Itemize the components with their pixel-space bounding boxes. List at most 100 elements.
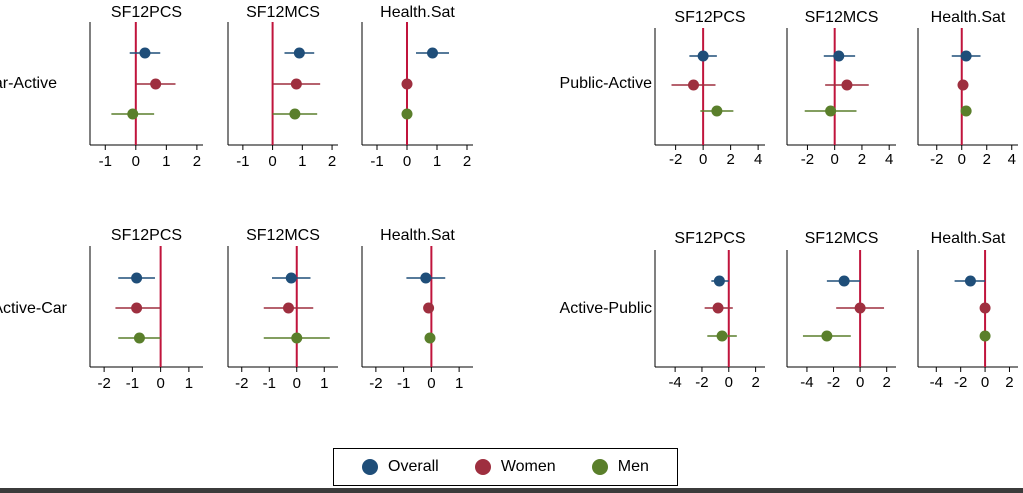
x-tick-label-public-active-sf12pcs: 0 [699, 151, 707, 168]
point-public-active-sf12mcs-women [841, 79, 853, 91]
legend: Overall Women Men [333, 448, 678, 486]
x-tick-label-active-car-health-sat: -1 [397, 375, 410, 392]
x-tick-label-active-car-health-sat: 1 [455, 375, 463, 392]
point-active-public-health-sat-men [979, 330, 991, 342]
panel-title-public-active-sf12pcs: SF12PCS [674, 9, 745, 26]
x-tick-label-active-public-health-sat: -4 [930, 374, 943, 391]
x-tick-label-public-active-sf12pcs: -2 [669, 151, 682, 168]
x-tick-label-active-car-sf12mcs: -1 [263, 375, 276, 392]
panel-title-active-public-sf12pcs: SF12PCS [674, 230, 745, 247]
legend-label-overall: Overall [388, 458, 439, 475]
x-tick-label-car-active-health-sat: 1 [433, 153, 441, 170]
x-tick-label-active-public-sf12pcs: -4 [668, 374, 681, 391]
x-tick-label-active-public-sf12mcs: 0 [856, 374, 864, 391]
x-tick-label-public-active-sf12pcs: 4 [754, 151, 762, 168]
x-tick-label-car-active-sf12mcs: -1 [236, 153, 249, 170]
x-tick-label-active-car-health-sat: 0 [427, 375, 435, 392]
x-tick-label-car-active-health-sat: 0 [403, 153, 411, 170]
x-tick-label-public-active-sf12pcs: 2 [726, 151, 734, 168]
panel-title-car-active-sf12pcs: SF12PCS [111, 4, 182, 21]
point-public-active-sf12pcs-women [688, 79, 699, 91]
panel-title-active-car-health-sat: Health.Sat [380, 227, 455, 244]
x-tick-label-public-active-health-sat: 0 [958, 151, 966, 168]
point-car-active-sf12mcs-overall [293, 47, 305, 59]
x-tick-label-public-active-sf12mcs: 2 [858, 151, 866, 168]
x-tick-label-car-active-sf12pcs: 0 [132, 153, 140, 170]
panel-title-active-public-sf12mcs: SF12MCS [805, 230, 879, 247]
x-tick-label-active-car-sf12mcs: 0 [293, 375, 301, 392]
legend-label-men: Men [617, 458, 649, 475]
x-tick-label-public-active-sf12mcs: 0 [831, 151, 839, 168]
x-tick-label-active-public-sf12pcs: 2 [751, 374, 759, 391]
legend-marker-overall [362, 459, 379, 475]
row-label-public-active: Public-Active [560, 75, 653, 92]
point-car-active-sf12pcs-overall [139, 47, 151, 59]
legend-marker-women [474, 459, 491, 475]
x-tick-label-active-public-sf12mcs: 2 [883, 374, 891, 391]
x-tick-label-car-active-sf12pcs: -1 [99, 153, 112, 170]
x-tick-label-active-public-health-sat: 2 [1005, 374, 1013, 391]
legend-item-women: Women [474, 458, 556, 476]
row-label-car-active: Car-Active [0, 75, 57, 92]
point-car-active-health-sat-overall [427, 47, 438, 59]
point-car-active-health-sat-women [401, 78, 413, 90]
point-active-public-sf12pcs-overall [713, 275, 725, 287]
x-tick-label-car-active-sf12mcs: 0 [268, 153, 276, 170]
legend-marker-men [591, 459, 608, 475]
point-public-active-health-sat-women [957, 79, 969, 91]
panel-title-active-car-sf12mcs: SF12MCS [246, 227, 320, 244]
point-active-car-sf12mcs-overall [285, 272, 297, 284]
row-label-active-car: Active-Car [0, 300, 68, 317]
panel-title-public-active-sf12mcs: SF12MCS [805, 9, 879, 26]
x-tick-label-active-public-health-sat: -2 [954, 374, 967, 391]
x-tick-label-active-car-sf12pcs: 1 [185, 375, 193, 392]
x-tick-label-active-car-sf12mcs: 1 [320, 375, 328, 392]
panel-title-car-active-health-sat: Health.Sat [380, 4, 455, 21]
x-tick-label-public-active-health-sat: -2 [930, 151, 943, 168]
x-tick-label-car-active-sf12mcs: 2 [328, 153, 336, 170]
legend-item-men: Men [591, 458, 649, 476]
legend-item-overall: Overall [362, 458, 439, 476]
legend-label-women: Women [500, 458, 556, 475]
plot-group-car-active: Car-Active SF12PCS -1 0 1 2 SF12MCS -1 0 1 2 Health… [0, 4, 473, 170]
point-public-active-sf12mcs-overall [833, 50, 845, 62]
x-tick-label-active-car-sf12mcs: -2 [235, 375, 248, 392]
point-active-car-health-sat-women [423, 302, 435, 314]
row-label-active-public: Active-Public [560, 300, 652, 317]
point-active-car-sf12mcs-men [291, 332, 303, 344]
x-tick-label-active-public-sf12mcs: -4 [800, 374, 813, 391]
x-tick-label-public-active-health-sat: 2 [983, 151, 991, 168]
x-tick-label-active-car-health-sat: -2 [369, 375, 382, 392]
x-tick-label-public-active-sf12mcs: -2 [801, 151, 814, 168]
x-tick-label-car-active-health-sat: -1 [370, 153, 383, 170]
point-public-active-sf12pcs-overall [697, 50, 709, 62]
x-tick-label-public-active-health-sat: 4 [1008, 151, 1016, 168]
x-tick-label-car-active-sf12pcs: 2 [193, 153, 201, 170]
point-active-public-sf12mcs-men [821, 330, 833, 342]
point-public-active-sf12pcs-men [711, 105, 723, 117]
point-active-public-sf12mcs-overall [838, 275, 850, 287]
panel-title-public-active-health-sat: Health.Sat [931, 9, 1006, 26]
x-tick-label-active-public-sf12pcs: -2 [695, 374, 708, 391]
point-active-public-health-sat-overall [964, 275, 976, 287]
point-public-active-health-sat-men [960, 105, 972, 117]
point-active-public-sf12pcs-women [712, 302, 724, 314]
panel-title-active-public-health-sat: Health.Sat [931, 230, 1006, 247]
point-active-car-sf12mcs-women [283, 302, 294, 314]
point-active-car-sf12pcs-overall [131, 272, 143, 284]
panel-title-car-active-sf12mcs: SF12MCS [246, 4, 320, 21]
plot-group-active-car: Active-Car SF12PCS -2 -1 0 1 SF12MCS -2 -1 0 1 Heal… [0, 227, 473, 392]
x-tick-label-public-active-sf12mcs: 4 [885, 151, 893, 168]
x-tick-label-active-car-sf12pcs: -2 [97, 375, 110, 392]
x-tick-label-car-active-health-sat: 2 [463, 153, 471, 170]
point-car-active-sf12pcs-men [127, 108, 139, 120]
bottom-edge-bar [0, 488, 1023, 493]
x-tick-label-car-active-sf12pcs: 1 [162, 153, 170, 170]
x-tick-label-active-car-sf12pcs: 0 [156, 375, 164, 392]
point-car-active-sf12mcs-men [289, 108, 301, 120]
x-tick-label-active-public-health-sat: 0 [981, 374, 989, 391]
point-active-public-sf12pcs-men [716, 330, 728, 342]
